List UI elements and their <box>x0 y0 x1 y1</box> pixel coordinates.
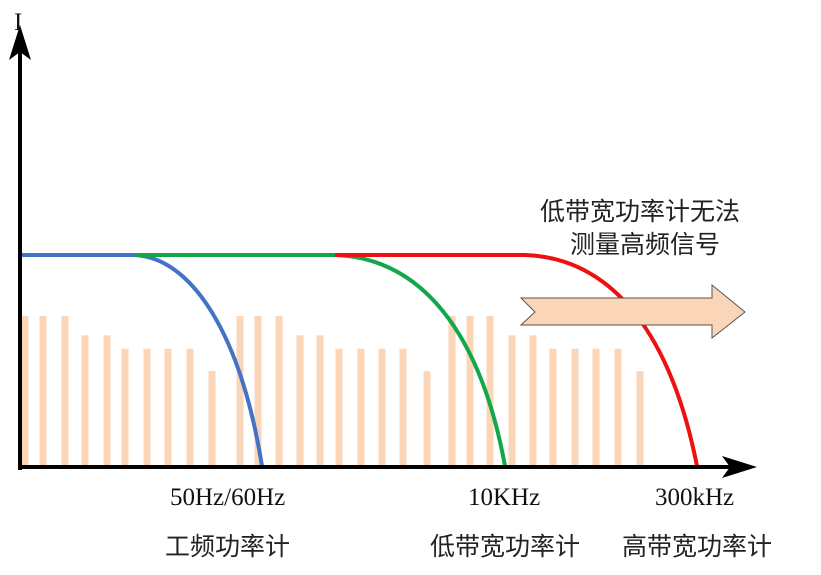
low-bandwidth-curve <box>135 253 507 467</box>
harmonic-bar <box>236 316 244 465</box>
meter-label-power-frequency: 工频功率计 <box>165 532 290 561</box>
harmonic-bar <box>143 348 151 465</box>
meter-label-high-bandwidth: 高带宽功率计 <box>622 532 772 561</box>
harmonic-bars <box>21 316 644 465</box>
harmonic-bar <box>335 348 343 465</box>
harmonic-bar <box>316 335 324 465</box>
harmonic-bar <box>61 316 69 465</box>
annotation-line-1: 低带宽功率计无法 <box>540 197 740 226</box>
harmonic-bar <box>399 348 407 465</box>
y-axis-label: I <box>14 9 22 36</box>
harmonic-bar <box>208 371 216 465</box>
annotation-line-2: 测量高频信号 <box>570 230 720 259</box>
harmonic-bar <box>614 348 622 465</box>
harmonic-bar <box>508 335 516 465</box>
harmonic-bar <box>529 335 537 465</box>
harmonic-bar <box>636 371 644 465</box>
harmonic-bar <box>275 316 283 465</box>
harmonic-bar <box>378 348 386 465</box>
frequency-label-10khz: 10KHz <box>468 484 540 511</box>
harmonic-bar <box>296 335 304 465</box>
harmonic-bar <box>81 335 89 465</box>
harmonic-bar <box>448 316 456 465</box>
harmonic-bar <box>254 316 262 465</box>
harmonic-bar <box>571 348 579 465</box>
frequency-label-300khz: 300kHz <box>655 484 734 511</box>
harmonic-bar <box>121 348 129 465</box>
harmonic-bar <box>186 348 194 465</box>
harmonic-bar <box>486 316 494 465</box>
x-axis-arrowhead <box>722 456 757 478</box>
frequency-label-50-60hz: 50Hz/60Hz <box>170 484 285 511</box>
harmonic-bar <box>549 348 557 465</box>
harmonic-bar <box>357 348 365 465</box>
harmonic-bar <box>164 348 172 465</box>
y-axis-arrowhead <box>9 25 31 60</box>
arrow-shape <box>519 283 746 340</box>
harmonic-bar <box>592 348 600 465</box>
harmonic-bar <box>103 335 111 465</box>
harmonic-bar <box>21 316 29 465</box>
meter-label-low-bandwidth: 低带宽功率计 <box>430 532 580 561</box>
power-frequency-curve <box>20 253 264 467</box>
harmonic-bar <box>39 316 47 465</box>
harmonic-bar <box>423 371 431 465</box>
harmonic-bar <box>466 316 474 465</box>
